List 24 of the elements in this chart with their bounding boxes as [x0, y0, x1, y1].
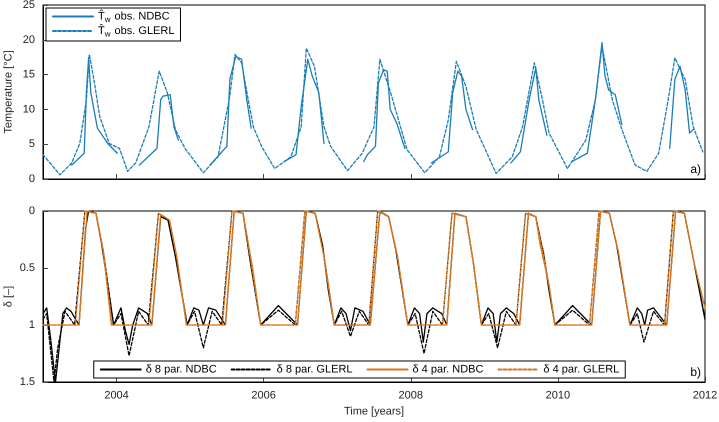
y-tick-label: 10 — [22, 103, 35, 116]
legend-label: δ 8 par. GLERL — [276, 364, 353, 376]
y-tick-label: 0 — [28, 173, 35, 185]
y-tick-label: 25 — [22, 0, 35, 11]
y-axis-title: Temperature [°C] — [2, 50, 14, 134]
x-tick-label: 2008 — [398, 390, 424, 402]
annotation: a) — [690, 162, 702, 176]
annotation: b) — [690, 365, 702, 379]
legend-label: δ 4 par. NDBC — [412, 364, 484, 376]
x-tick-label: 2010 — [546, 390, 570, 402]
y-tick-label: 0 — [28, 205, 35, 217]
x-tick-label: 2004 — [104, 390, 129, 402]
legend-label: δ 8 par. NDBC — [146, 364, 217, 376]
y-axis-title: δ [–] — [2, 286, 14, 308]
y-tick-label: 1 — [28, 319, 35, 331]
x-tick-label: 2006 — [251, 390, 276, 402]
y-tick-label: 1.5 — [20, 376, 35, 388]
y-tick-label: 5 — [28, 138, 35, 150]
legend-label: δ 4 par. GLERL — [543, 364, 620, 376]
y-tick-label: 20 — [22, 34, 35, 46]
x-tick-label: 2012 — [692, 390, 718, 402]
x-axis-title: Time [years] — [344, 405, 404, 418]
y-tick-label: 15 — [22, 68, 35, 81]
y-tick-label: 0.5 — [20, 262, 35, 274]
